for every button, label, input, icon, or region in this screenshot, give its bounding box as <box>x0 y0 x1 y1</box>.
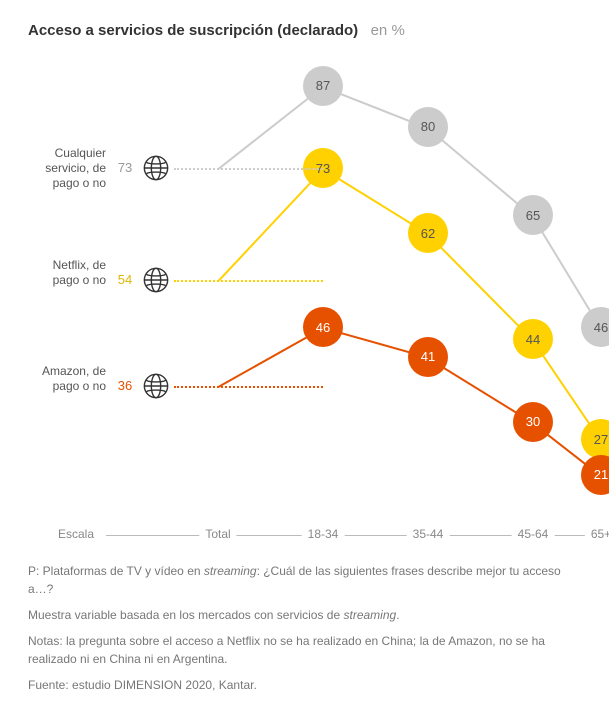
data-point-amazon: 46 <box>303 307 343 347</box>
x-tick-label: 45-64 <box>512 527 555 541</box>
series-total-any: 73 <box>112 160 138 175</box>
data-point-any: 65 <box>513 195 553 235</box>
chart-title-row: Acceso a servicios de suscripción (decla… <box>28 22 581 40</box>
footnote-em: streaming <box>344 608 397 622</box>
footnote-text: . <box>396 608 399 622</box>
data-point-any: 87 <box>303 66 343 106</box>
x-axis: EscalaTotal18-3435-4445-6465+ <box>28 524 581 548</box>
globe-icon <box>142 154 170 182</box>
footnote-source: Fuente: estudio DIMENSION 2020, Kantar. <box>28 676 581 694</box>
series-line-netflix <box>427 233 533 341</box>
series-label-amazon: Amazon, de pago o no <box>28 364 106 394</box>
footnote-text: Muestra variable basada en los mercados … <box>28 608 344 622</box>
x-tick-label: 18-34 <box>302 527 345 541</box>
footnote-question: P: Plataformas de TV y vídeo en streamin… <box>28 562 581 598</box>
series-label-any: Cualquier servicio, de pago o no <box>28 146 106 191</box>
series-label-netflix: Netflix, de pago o no <box>28 258 106 288</box>
data-point-amazon: 41 <box>408 337 448 377</box>
footnote-text: P: Plataformas de TV y vídeo en <box>28 564 204 578</box>
footnotes: P: Plataformas de TV y vídeo en streamin… <box>28 562 581 694</box>
series-line-netflix <box>218 168 324 281</box>
chart-unit: en % <box>371 22 405 39</box>
data-point-netflix: 27 <box>581 419 609 459</box>
series-total-netflix: 54 <box>112 272 138 287</box>
plot-region: 878065467362442746413021 <box>154 68 581 516</box>
data-point-netflix: 62 <box>408 213 448 253</box>
footnote-notes: Notas: la pregunta sobre el acceso a Net… <box>28 632 581 668</box>
x-tick-label: 35-44 <box>407 527 450 541</box>
x-axis-title: Escala <box>52 527 100 541</box>
dotted-connector <box>174 386 323 388</box>
data-point-netflix: 44 <box>513 319 553 359</box>
data-point-amazon: 30 <box>513 402 553 442</box>
x-tick-label: 65+ <box>585 527 609 541</box>
dotted-connector <box>174 280 323 282</box>
chart-area: 878065467362442746413021 EscalaTotal18-3… <box>28 68 581 548</box>
chart-title: Acceso a servicios de suscripción (decla… <box>28 22 358 39</box>
globe-icon <box>142 372 170 400</box>
data-point-any: 80 <box>408 107 448 147</box>
series-total-amazon: 36 <box>112 378 138 393</box>
x-tick-label: Total <box>199 527 236 541</box>
globe-icon <box>142 266 170 294</box>
footnote-sample: Muestra variable basada en los mercados … <box>28 606 581 624</box>
dotted-connector <box>174 168 323 170</box>
data-point-any: 46 <box>581 307 609 347</box>
data-point-amazon: 21 <box>581 455 609 495</box>
footnote-em: streaming <box>204 564 257 578</box>
